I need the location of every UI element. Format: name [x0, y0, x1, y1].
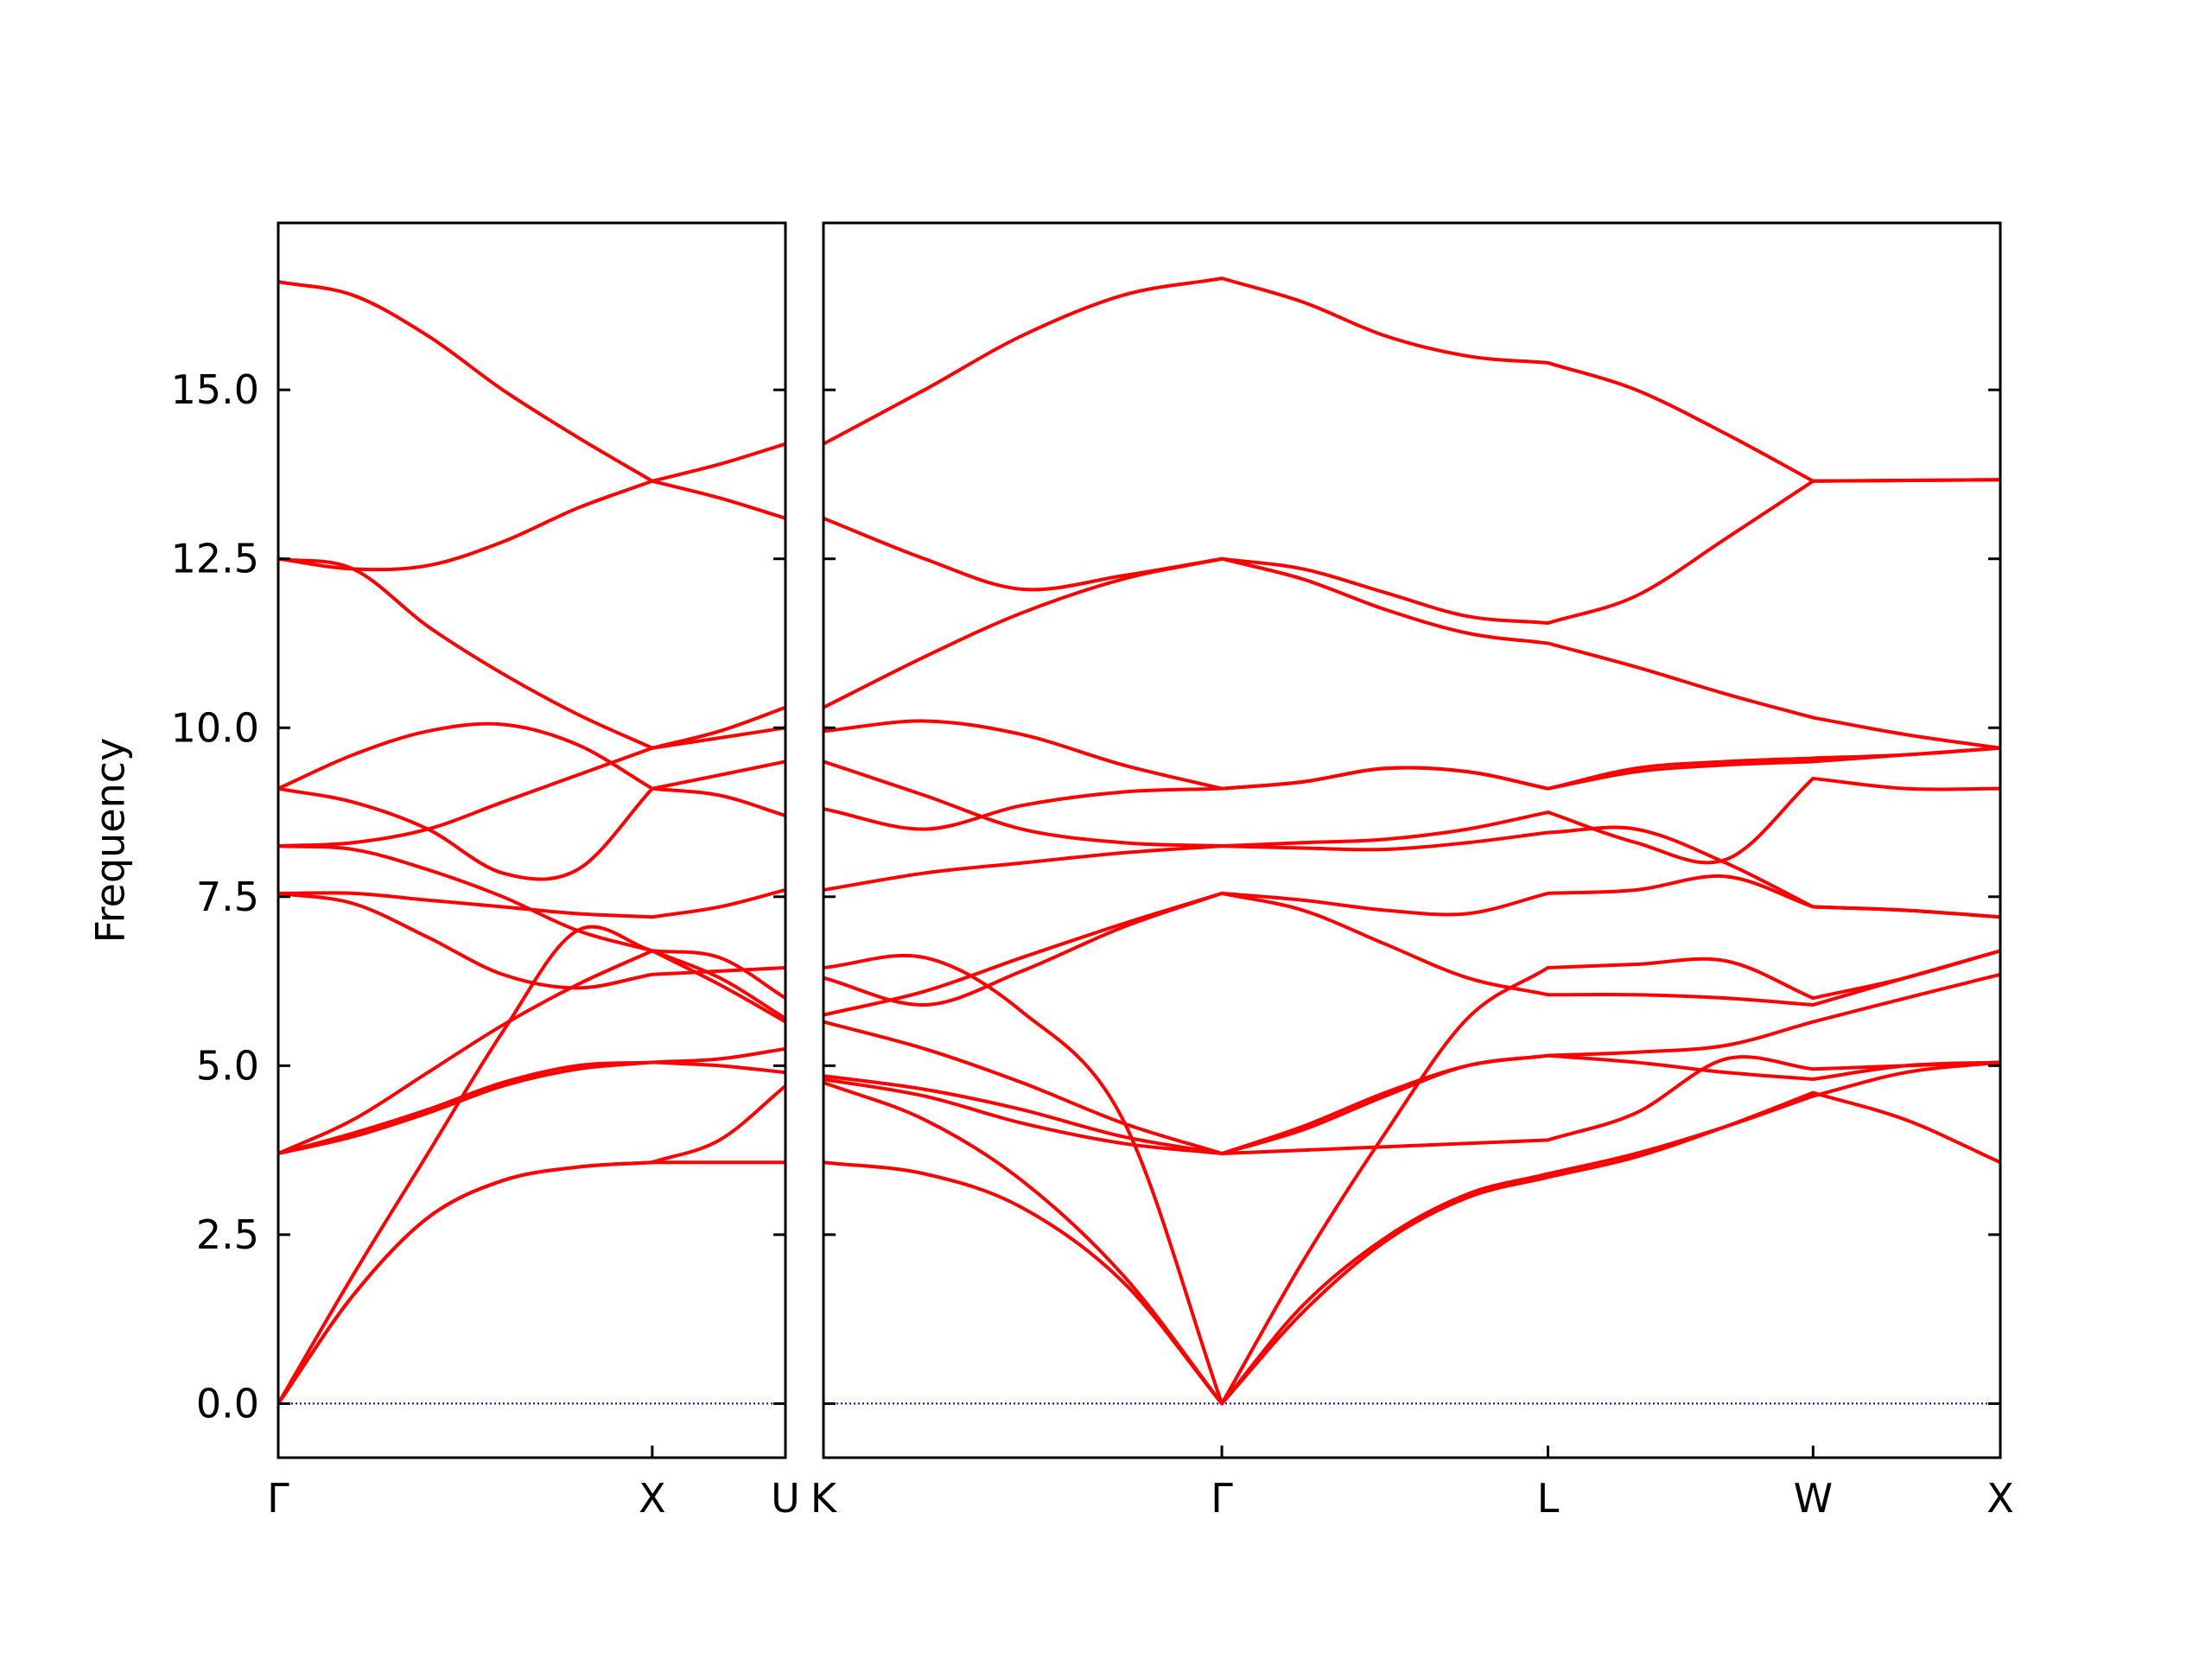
band-line: [823, 776, 2000, 892]
band-line: [278, 786, 785, 881]
axes-frame: [822, 221, 2002, 1459]
y-tick-label: 10.0: [171, 704, 259, 751]
x-tick-label: U: [771, 1475, 800, 1522]
band-line: [278, 1084, 785, 1405]
x-tick-label: Γ: [1211, 1475, 1233, 1522]
y-axis-label: Frequency: [87, 738, 134, 944]
band-line: [278, 556, 785, 750]
band-line: [823, 949, 2000, 1406]
y-tick-label: 0.0: [196, 1380, 259, 1427]
band-line: [278, 726, 785, 849]
y-tick-label: 5.0: [196, 1042, 259, 1089]
band-line: [823, 556, 2000, 750]
y-tick-label: 15.0: [171, 366, 259, 413]
band-line: [823, 719, 2000, 791]
band-line: [278, 1046, 785, 1155]
band-line: [278, 844, 785, 1024]
band-line: [823, 760, 2000, 919]
band-line: [278, 891, 785, 990]
x-tick-label: X: [1986, 1475, 2014, 1522]
x-tick-label: L: [1537, 1475, 1560, 1522]
y-tick-label: 7.5: [196, 874, 259, 920]
x-tick-label: X: [639, 1475, 666, 1522]
x-tick-label: Γ: [267, 1475, 289, 1522]
band-line: [823, 1090, 2000, 1406]
band-line: [823, 1020, 2000, 1156]
axes-frame: [276, 221, 787, 1459]
band-line: [278, 925, 785, 1405]
band-line: [823, 874, 2000, 1007]
x-tick-label: K: [810, 1475, 838, 1522]
y-tick-label: 12.5: [171, 536, 259, 582]
band-line: [278, 949, 785, 1155]
band-line: [278, 479, 785, 572]
band-line: [278, 721, 785, 791]
band-line: [823, 276, 2000, 483]
band-line: [823, 1060, 2000, 1406]
band-line: [278, 280, 785, 483]
band-line: [823, 1055, 2000, 1156]
x-tick-label: W: [1794, 1475, 1833, 1522]
band-line: [278, 1160, 785, 1405]
band-line: [823, 891, 2000, 1017]
band-line: [823, 478, 2000, 626]
band-line: [278, 1060, 785, 1155]
y-tick-label: 2.5: [196, 1211, 259, 1258]
